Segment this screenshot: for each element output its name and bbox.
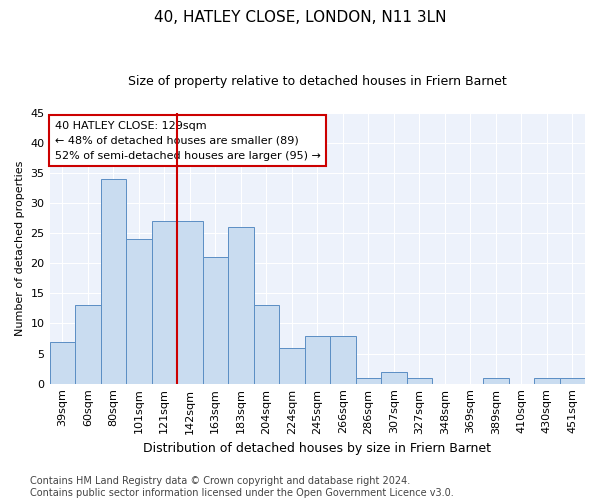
Bar (356, 378, 381, 384)
Bar (228, 227, 254, 384)
Bar (279, 348, 305, 384)
Bar (381, 372, 407, 384)
Bar (534, 378, 560, 384)
Bar (50, 342, 75, 384)
Text: Contains HM Land Registry data © Crown copyright and database right 2024.
Contai: Contains HM Land Registry data © Crown c… (30, 476, 454, 498)
X-axis label: Distribution of detached houses by size in Friern Barnet: Distribution of detached houses by size … (143, 442, 491, 455)
Bar (101, 179, 126, 384)
Bar (407, 378, 432, 384)
Y-axis label: Number of detached properties: Number of detached properties (15, 160, 25, 336)
Bar (75, 306, 101, 384)
Bar (126, 239, 152, 384)
Text: 40, HATLEY CLOSE, LONDON, N11 3LN: 40, HATLEY CLOSE, LONDON, N11 3LN (154, 10, 446, 25)
Bar (483, 378, 509, 384)
Bar (177, 221, 203, 384)
Bar (152, 221, 177, 384)
Bar (330, 336, 356, 384)
Bar (203, 258, 228, 384)
Bar (560, 378, 585, 384)
Bar (305, 336, 330, 384)
Title: Size of property relative to detached houses in Friern Barnet: Size of property relative to detached ho… (128, 75, 506, 88)
Text: 40 HATLEY CLOSE: 129sqm
← 48% of detached houses are smaller (89)
52% of semi-de: 40 HATLEY CLOSE: 129sqm ← 48% of detache… (55, 121, 321, 160)
Bar (254, 306, 279, 384)
